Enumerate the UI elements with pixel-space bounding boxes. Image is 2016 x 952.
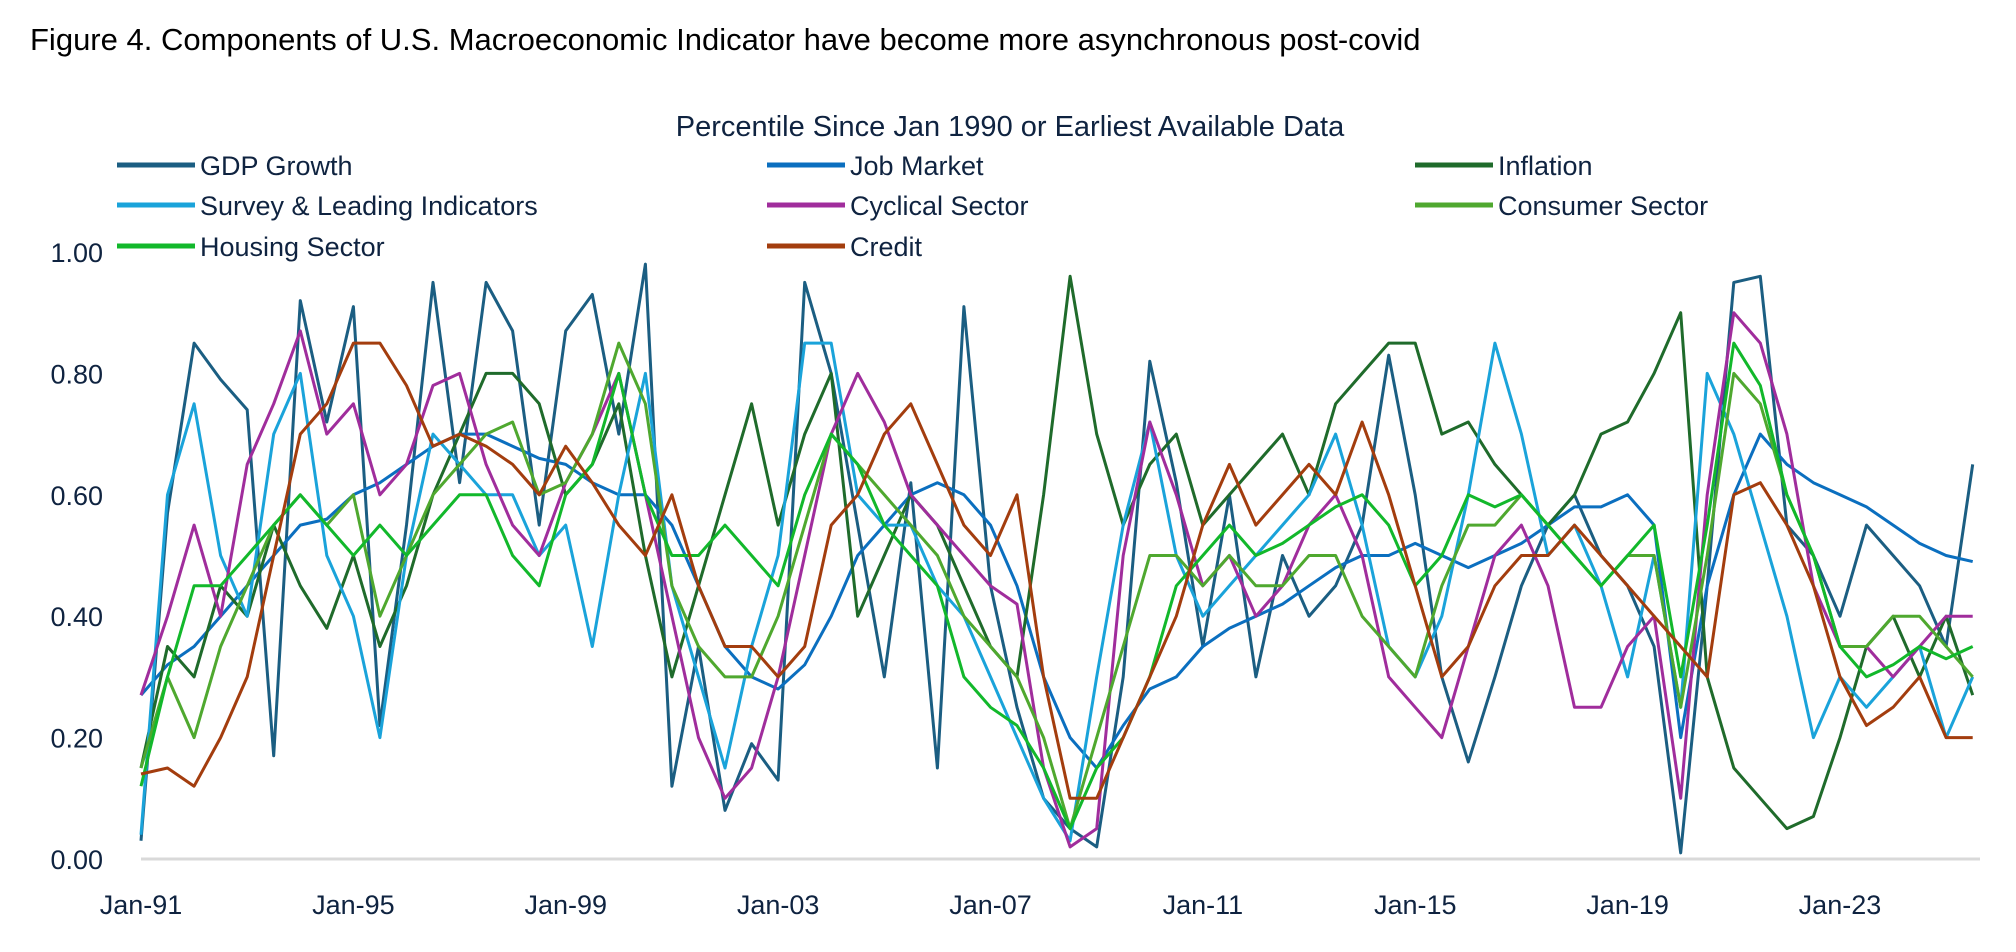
legend-label: Inflation <box>1498 151 1593 181</box>
x-tick-label: Jan-95 <box>312 890 395 920</box>
legend-item: Credit <box>767 232 923 262</box>
series-lines <box>139 262 1975 855</box>
legend-item: Job Market <box>767 151 984 181</box>
y-tick-label: 0.00 <box>50 845 103 875</box>
legend-label: Credit <box>850 232 923 262</box>
legend-item: Inflation <box>1415 151 1593 181</box>
x-tick-label: Jan-03 <box>737 890 820 920</box>
y-tick-label: 0.20 <box>50 724 103 754</box>
legend-label: Job Market <box>850 151 984 181</box>
y-tick-label: 1.00 <box>50 238 103 268</box>
series-line-housing-sector <box>139 341 1974 831</box>
x-tick-label: Jan-19 <box>1586 890 1669 920</box>
x-tick-label: Jan-23 <box>1799 890 1882 920</box>
series-line-inflation <box>139 274 1975 831</box>
x-tick-label: Jan-15 <box>1374 890 1457 920</box>
legend-item: Cyclical Sector <box>767 191 1029 221</box>
legend-item: Housing Sector <box>117 232 385 262</box>
y-tick-label: 0.40 <box>50 602 103 632</box>
figure-title: Figure 4. Components of U.S. Macroeconom… <box>30 22 1421 57</box>
x-tick-label: Jan-91 <box>100 890 183 920</box>
legend-item: Survey & Leading Indicators <box>117 191 538 221</box>
series-line-cyclical-sector <box>139 311 1973 849</box>
y-tick-label: 0.80 <box>50 359 103 389</box>
chart-subtitle: Percentile Since Jan 1990 or Earliest Av… <box>676 111 1345 143</box>
x-tick-label: Jan-07 <box>949 890 1032 920</box>
series-line-gdp-growth <box>139 262 1975 855</box>
legend: GDP Growth Job Market Inflation Survey & Le… <box>117 151 1708 262</box>
legend-item: Consumer Sector <box>1415 191 1708 221</box>
y-tick-label: 0.60 <box>50 481 103 511</box>
series-line-credit <box>140 341 1973 800</box>
legend-label: GDP Growth <box>200 151 353 181</box>
x-tick-label: Jan-11 <box>1163 890 1244 920</box>
legend-item: GDP Growth <box>117 151 353 181</box>
y-axis: 0.00 0.20 0.40 0.60 0.80 1.00 <box>50 238 103 875</box>
legend-label: Consumer Sector <box>1498 191 1708 221</box>
legend-label: Survey & Leading Indicators <box>200 191 538 221</box>
x-tick-label: Jan-99 <box>524 890 607 920</box>
legend-label: Housing Sector <box>200 232 385 262</box>
legend-label: Cyclical Sector <box>850 191 1029 221</box>
x-axis: Jan-91 Jan-95 Jan-99 Jan-03 Jan-07 Jan-11 Jan-… <box>100 890 1882 920</box>
